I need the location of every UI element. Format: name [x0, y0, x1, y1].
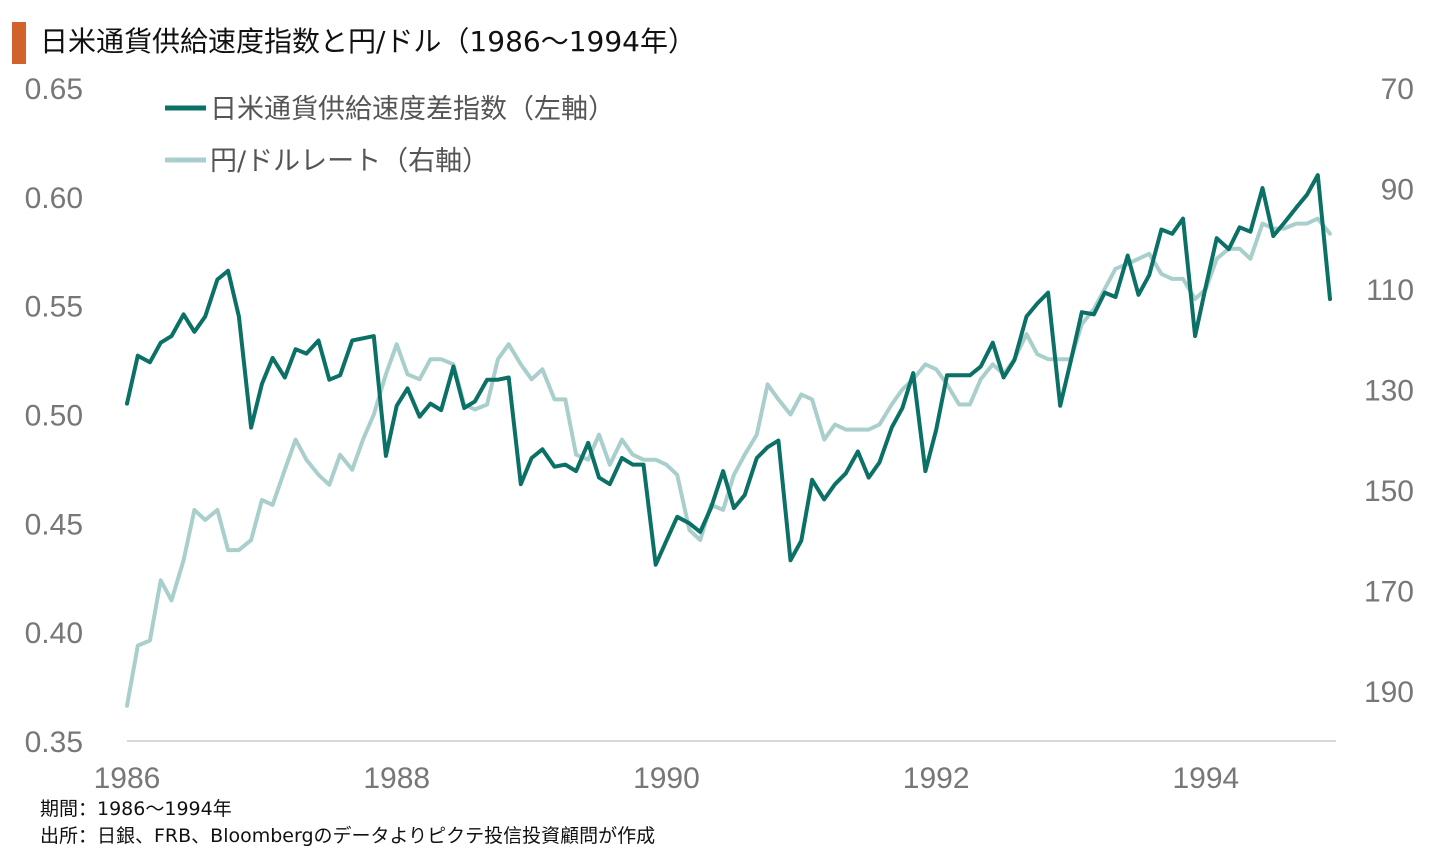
- x-tick-label: 1994: [1173, 762, 1240, 790]
- legend-label-yen-dollar: 円/ドルレート（右軸）: [210, 146, 489, 177]
- legend-label-money-supply: 日米通貨供給速度差指数（左軸）: [210, 94, 615, 125]
- series-yen-dollar-line: [125, 216, 1332, 708]
- x-tick-label: 1986: [94, 762, 161, 790]
- right-tick-label: 130: [1364, 374, 1414, 407]
- line-chart: 0.65 0.60 0.55 0.50 0.45 0.40 0.35 70 90 110 130 1…: [25, 73, 1414, 790]
- footer-period: 期間：1986～1994年: [40, 798, 232, 820]
- left-tick-label: 0.45: [25, 508, 83, 541]
- right-tick-label: 70: [1381, 73, 1414, 106]
- left-tick-label: 0.35: [25, 726, 83, 759]
- x-axis-ticks: 1986 1988 1990 1992 1994: [94, 762, 1240, 790]
- legend: 日米通貨供給速度差指数（左軸） 円/ドルレート（右軸）: [165, 94, 615, 177]
- left-tick-label: 0.40: [25, 617, 83, 650]
- left-tick-label: 0.60: [25, 182, 83, 215]
- right-tick-label: 90: [1381, 173, 1414, 206]
- footer-source: 出所：日銀、FRB、Bloombergのデータよりピクテ投信投資顧問が作成: [40, 825, 656, 847]
- right-tick-label: 150: [1364, 475, 1414, 508]
- left-tick-label: 0.65: [25, 73, 83, 106]
- right-tick-label: 170: [1364, 575, 1414, 608]
- series-money-supply-line: [125, 173, 1332, 567]
- left-tick-label: 0.50: [25, 400, 83, 433]
- title-accent-bar: [12, 22, 26, 64]
- x-tick-label: 1990: [633, 762, 700, 790]
- right-tick-label: 190: [1364, 676, 1414, 709]
- footer: 期間：1986～1994年 出所：日銀、FRB、Bloombergのデータよりピ…: [40, 796, 655, 850]
- x-tick-label: 1992: [903, 762, 970, 790]
- left-tick-label: 0.55: [25, 291, 83, 324]
- right-tick-label: 110: [1366, 274, 1414, 307]
- left-axis-ticks: 0.65 0.60 0.55 0.50 0.45 0.40 0.35: [25, 73, 83, 759]
- x-tick-label: 1988: [363, 762, 430, 790]
- right-axis-ticks: 70 90 110 130 150 170 190: [1364, 73, 1414, 709]
- chart-title: 日米通貨供給速度指数と円/ドル（1986～1994年）: [40, 25, 696, 58]
